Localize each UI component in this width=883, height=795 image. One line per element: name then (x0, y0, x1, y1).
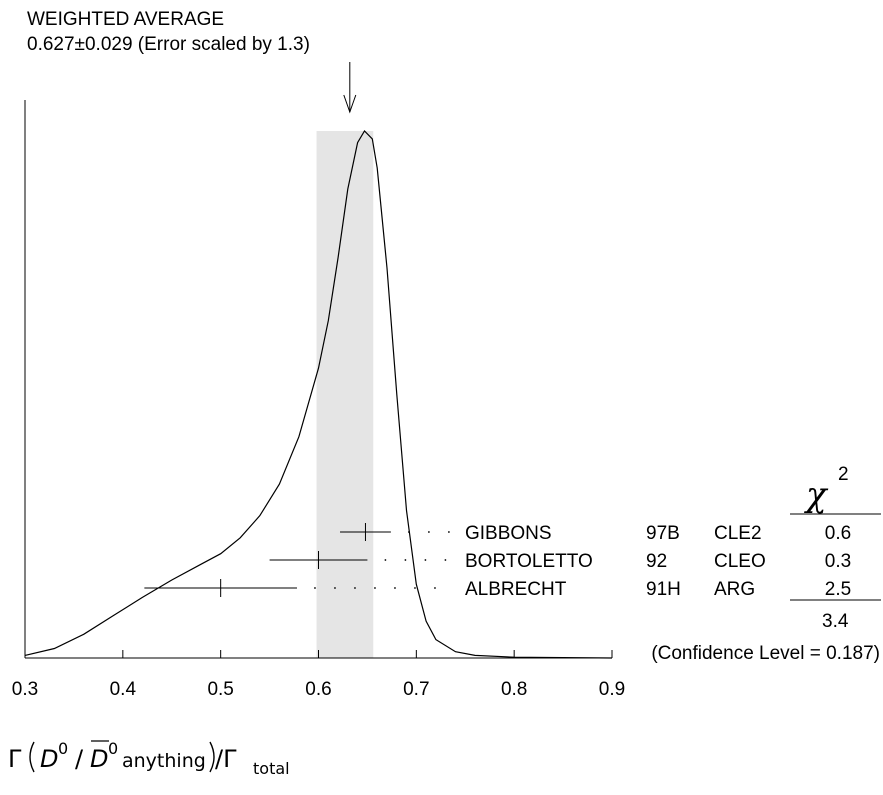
chart-title-line2: 0.627±0.029 (Error scaled by 1.3) (27, 34, 310, 55)
x-ticks: 0.3 0.4 0.5 0.6 0.7 0.8 0.9 (12, 650, 625, 700)
measurement-year: 92 (646, 551, 667, 572)
leader-dot (444, 559, 447, 561)
leader-dot (314, 587, 316, 589)
x-tick-label: 0.9 (599, 679, 625, 700)
measurements: GIBBONS 97B CLE2 0.6 BORTOLETTO 92 CLEO 0.3 ALBR… (144, 523, 851, 600)
ideogram-curve (24, 130, 613, 659)
measurement-author: GIBBONS (465, 523, 552, 544)
measurement-row: ALBRECHT 91H ARG 2.5 (144, 579, 851, 600)
measurement-year: 91H (646, 579, 681, 600)
leader-dot (404, 559, 407, 561)
leader-dot (427, 531, 430, 533)
x-tick-label: 0.6 (305, 679, 331, 700)
chart-title-line1: WEIGHTED AVERAGE (27, 9, 224, 30)
x-label-slash-gamma: /Γ (215, 745, 237, 773)
measurement-experiment: CLEO (714, 551, 766, 572)
measurement-experiment: ARG (714, 579, 755, 600)
x-label-dbar-sup: 0 (108, 739, 118, 758)
chi-squared-total: 3.4 (822, 611, 849, 632)
x-label-open-paren (29, 741, 35, 773)
measurement-row: GIBBONS 97B CLE2 0.6 (340, 523, 851, 544)
leader-dot (424, 559, 427, 561)
leader-dot (334, 587, 336, 589)
x-label-d: D (40, 745, 58, 773)
x-label-total: total (253, 759, 290, 778)
leader-dot (407, 531, 410, 533)
chi-squared-symbol: χ (804, 475, 829, 515)
x-label-dbar: D (90, 745, 108, 773)
measurement-author: ALBRECHT (465, 579, 567, 600)
leader-dot (394, 587, 396, 589)
leader-dot (414, 587, 416, 589)
leader-dot (354, 587, 356, 589)
leader-dot (374, 587, 376, 589)
measurement-chi2: 0.6 (825, 523, 851, 544)
x-label-gamma: Γ (8, 745, 22, 773)
x-tick-label: 0.7 (403, 679, 429, 700)
measurement-experiment: CLE2 (714, 523, 762, 544)
x-label-close-paren (209, 741, 215, 773)
x-label-slash: / (75, 745, 84, 773)
measurement-row: BORTOLETTO 92 CLEO 0.3 (269, 551, 851, 572)
leader-dot (434, 587, 436, 589)
measurement-year: 97B (646, 523, 680, 544)
leader-dot (384, 559, 387, 561)
x-tick-label: 0.3 (12, 679, 38, 700)
x-tick-label: 0.5 (207, 679, 233, 700)
measurement-chi2: 2.5 (825, 579, 851, 600)
measurement-chi2: 0.3 (825, 551, 851, 572)
x-label-d-sup: 0 (58, 739, 68, 758)
leader-dot (447, 531, 450, 533)
x-label-anything: anything (122, 750, 206, 772)
x-axis-label: Γ D 0 / D 0 anything /Γ total (8, 739, 290, 778)
x-tick-label: 0.4 (110, 679, 137, 700)
measurement-author: BORTOLETTO (465, 551, 593, 572)
confidence-level: (Confidence Level = 0.187) (651, 643, 880, 664)
chi-squared-exponent: 2 (838, 464, 849, 485)
weighted-average-band (316, 131, 374, 658)
x-tick-label: 0.8 (501, 679, 527, 700)
weighted-average-arrow (343, 62, 357, 114)
